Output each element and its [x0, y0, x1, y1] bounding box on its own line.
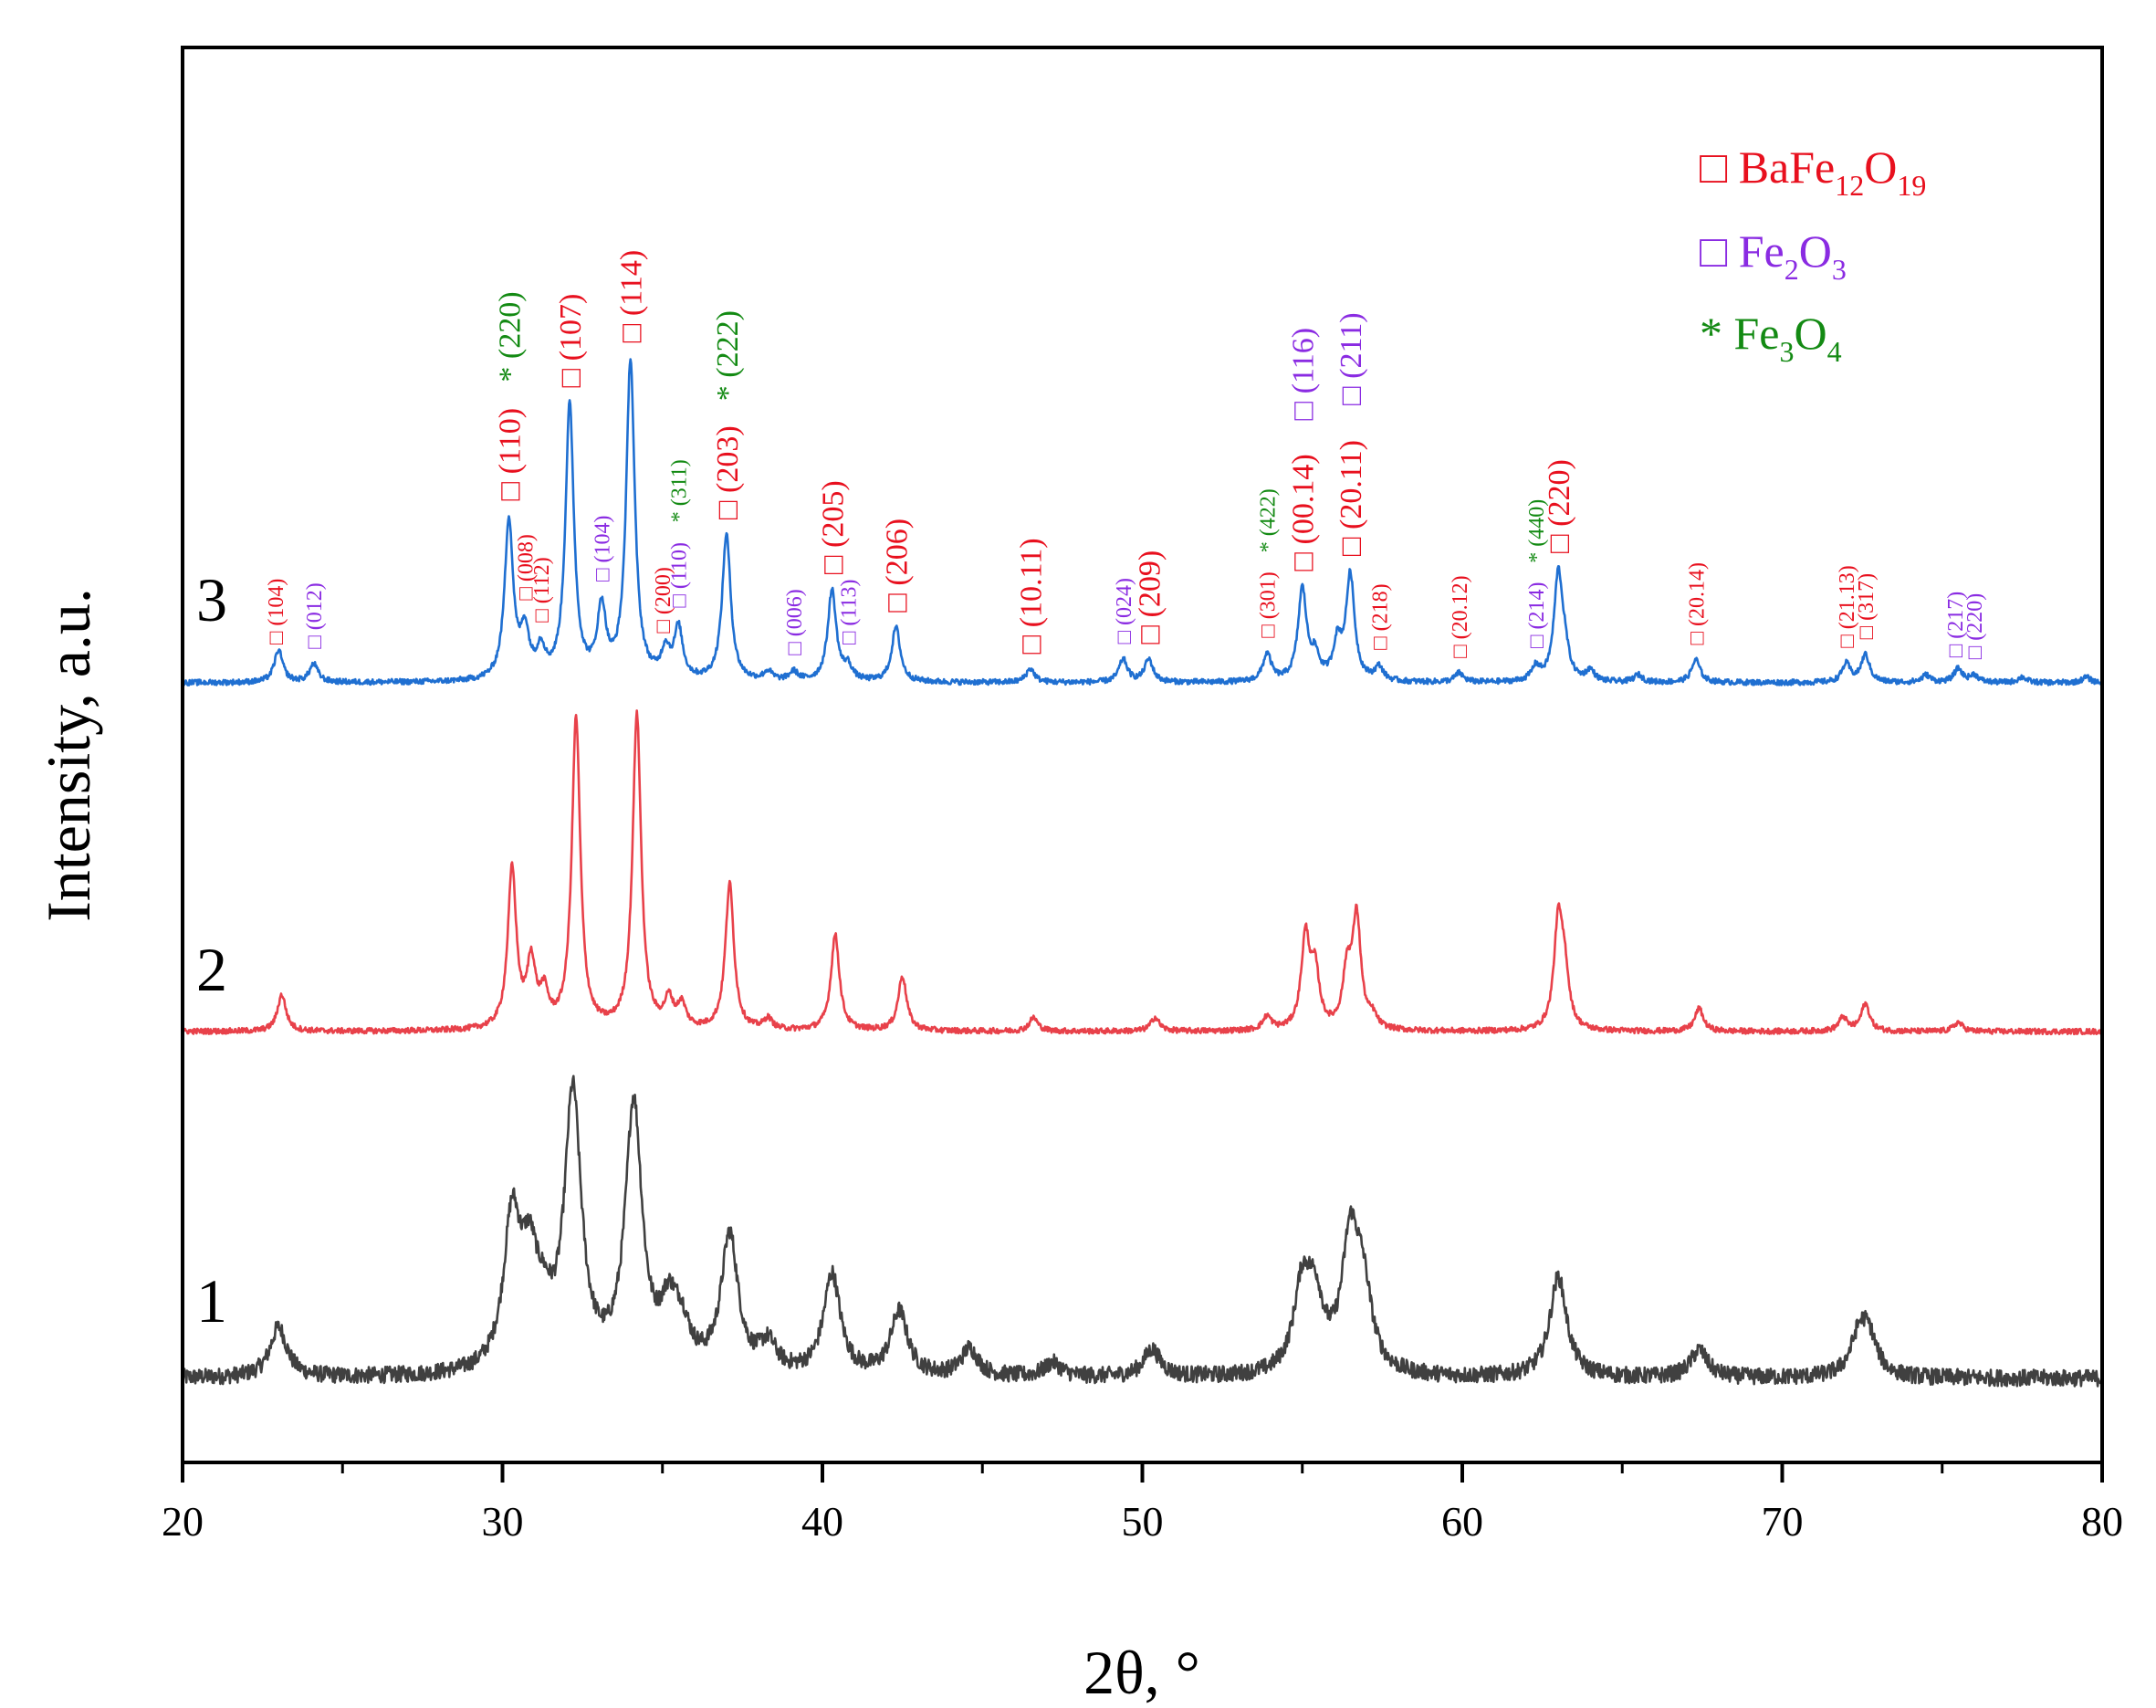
y-axis-label: Intensity, a.u. [34, 588, 103, 922]
legend-mid: O [1795, 308, 1827, 359]
legend-entry: □ Fe2O3 [1700, 225, 1847, 286]
peak-annotation: □ (107) [554, 294, 588, 388]
peak-annotation: □ (20.11) [1334, 440, 1368, 556]
peak-annotation: □ (220) [1543, 459, 1576, 553]
peak-annotation: □ (211) [1334, 312, 1368, 404]
peak-annotation: □ (104) [265, 579, 288, 644]
peak-annotation: □ (110) [493, 408, 527, 500]
x-tick-label: 50 [1122, 1498, 1164, 1545]
peak-annotation: □ (203) [711, 425, 745, 519]
peak-annotation: □ (110) [668, 542, 692, 608]
series-label-2: 2 [196, 935, 227, 1004]
peak-annotation: * (440) [1525, 499, 1549, 563]
peak-annotation: □ (20.14) [1685, 562, 1709, 644]
legend-sub1: 3 [1780, 335, 1795, 368]
peak-annotation: □ (218) [1368, 583, 1392, 649]
peak-annotation: □ (220) [1963, 593, 1987, 659]
x-tick-label: 60 [1441, 1498, 1483, 1545]
annotation-layer: □ (104) □ (012)□ (110)* (220)□ (008)□ (11… [265, 250, 1987, 660]
legend: □ BaFe12O19□ Fe2O3* Fe3O4 [1700, 141, 1926, 368]
peak-annotation: □ (206) [881, 519, 915, 613]
peak-annotation: □ (024) [1113, 578, 1136, 644]
legend-sub2: 19 [1897, 169, 1926, 202]
peak-annotation: □ (112) [530, 557, 554, 623]
legend-base: Fe [1739, 225, 1784, 277]
peak-annotation: □ (200) [652, 567, 675, 633]
legend-marker: * [1700, 308, 1734, 359]
peak-annotation: □ (00.14) [1287, 454, 1321, 571]
peak-annotation: □ (116) [1287, 328, 1321, 420]
series-labels: 1 2 3 [196, 565, 227, 1336]
peak-annotation: * (422) [1257, 488, 1281, 552]
legend-sub2: 4 [1827, 335, 1842, 368]
legend-marker: □ [1700, 225, 1739, 277]
legend-entry: * Fe3O4 [1700, 308, 1842, 368]
peak-annotation: □ (317) [1855, 573, 1879, 639]
legend-sub1: 12 [1835, 169, 1864, 202]
peak-annotation: □ (214) [1525, 582, 1549, 648]
peak-annotation: □ (217) [1944, 592, 1968, 657]
x-axis: 20 30 40 50 60 70 80 [162, 1462, 2123, 1545]
x-axis-label: 2θ, ° [1083, 1638, 1200, 1707]
peak-annotation: * (222) [711, 310, 745, 401]
x-tick-label: 20 [162, 1498, 204, 1545]
peak-annotation: □ (104) [591, 516, 615, 582]
series-layer [181, 358, 2104, 1388]
x-tick-label: 80 [2081, 1498, 2123, 1545]
peak-annotation: □ (20.12) [1449, 575, 1472, 657]
peak-annotation: □ (209) [1133, 550, 1167, 644]
peak-annotation: □ (205) [816, 480, 850, 574]
legend-mid: O [1799, 225, 1832, 277]
x-tick-label: 40 [801, 1498, 843, 1545]
legend-sub2: 3 [1832, 253, 1847, 286]
peak-annotation: □ (006) [783, 589, 807, 655]
legend-mid: O [1864, 141, 1897, 193]
x-tick-label: 30 [482, 1498, 524, 1545]
legend-base: Fe [1734, 308, 1780, 359]
legend-marker: □ [1700, 141, 1739, 193]
legend-sub1: 2 [1784, 253, 1799, 286]
peak-annotation: □ (301) [1257, 571, 1281, 637]
series-label-1: 1 [196, 1266, 227, 1336]
peak-annotation: * (311) [668, 459, 692, 522]
peak-annotation: □ (012) [303, 582, 327, 648]
series-label-3: 3 [196, 565, 227, 634]
peak-annotation: □ (114) [615, 250, 649, 342]
peak-annotation: □ (21.13) [1836, 565, 1859, 647]
peak-annotation: □ (10.11) [1015, 538, 1049, 654]
series-line-1 [181, 1074, 2104, 1388]
series-line-3 [181, 358, 2104, 686]
series-line-2 [182, 709, 2104, 1036]
peak-annotation: * (220) [493, 291, 527, 382]
peak-annotation: □ (008) [514, 534, 538, 600]
legend-entry: □ BaFe12O19 [1700, 141, 1926, 202]
peak-annotation: □ (113) [837, 580, 861, 645]
legend-base: BaFe [1739, 141, 1836, 193]
x-tick-label: 70 [1762, 1498, 1804, 1545]
